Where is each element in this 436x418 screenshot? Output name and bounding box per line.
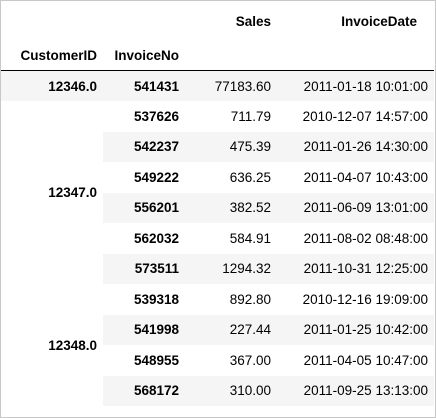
column-header-sales: Sales [235, 13, 271, 29]
column-header-row: Sales InvoiceDate [1, 1, 434, 41]
invoice-date-cell: 2011-04-05 10:47:00 [303, 352, 428, 368]
sales-cell: 310.00 [185, 375, 277, 406]
invoice-date-cell: 2011-08-02 08:48:00 [303, 230, 428, 246]
invoice-date-cell: 2011-01-26 14:30:00 [277, 131, 434, 162]
index-header-row: CustomerID InvoiceNo [1, 41, 434, 71]
invoice-date-cell: 2011-09-25 13:13:00 [277, 375, 434, 406]
blank-header-cell [103, 1, 185, 41]
invoice-date-cell: 2010-12-16 19:09:00 [302, 291, 428, 307]
invoice-no-cell: 539318 [133, 291, 179, 307]
invoice-date-cell: 2011-04-07 10:43:00 [303, 169, 428, 185]
table-row: 562032 584.91 2011-08-02 08:48:00 [1, 223, 434, 254]
customer-id-cell: 12348.0 [1, 284, 103, 406]
index-header-customerid: CustomerID [1, 41, 103, 71]
table-row: 549222 636.25 2011-04-07 10:43:00 [1, 162, 434, 193]
customer-id-cell: 12347.0 [1, 101, 103, 284]
column-header-invoicedate: InvoiceDate [341, 13, 417, 29]
table-row: 12346.0 541431 77183.60 2011-01-18 10:01… [1, 70, 434, 101]
invoice-date-cell: 2010-12-07 14:57:00 [302, 108, 428, 124]
invoice-date-cell: 2011-10-31 12:25:00 [277, 253, 434, 284]
table-row: 573511 1294.32 2011-10-31 12:25:00 [1, 253, 434, 284]
sales-cell: 475.39 [185, 131, 277, 162]
invoice-no-cell: 537626 [133, 108, 179, 124]
invoice-no-cell: 562032 [133, 230, 179, 246]
invoice-date-cell: 2011-01-18 10:01:00 [277, 70, 434, 101]
table-row: 542237 475.39 2011-01-26 14:30:00 [1, 131, 434, 162]
invoice-date-cell: 2011-01-25 10:42:00 [277, 314, 434, 345]
blank-header-cell [277, 41, 434, 71]
invoice-date-cell: 2011-06-09 13:01:00 [277, 192, 434, 223]
invoice-no-cell: 542237 [103, 131, 185, 162]
invoice-no-cell: 573511 [103, 253, 185, 284]
invoice-no-cell: 549222 [133, 169, 179, 185]
invoice-no-cell: 556201 [103, 192, 185, 223]
sales-cell: 77183.60 [185, 70, 277, 101]
sales-cell: 1294.32 [185, 253, 277, 284]
invoice-no-cell: 548955 [133, 352, 179, 368]
sales-cell: 892.80 [229, 291, 271, 307]
table-row: 12348.0 539318 892.80 2010-12-16 19:09:0… [1, 284, 434, 406]
sales-cell: 636.25 [229, 169, 271, 185]
invoice-no-cell: 541431 [103, 70, 185, 101]
invoice-no-cell: 568172 [103, 375, 185, 406]
table-row: 568172 310.00 2011-09-25 13:13:00 [1, 375, 434, 406]
sales-cell: 227.44 [185, 314, 277, 345]
blank-header-cell [185, 41, 277, 71]
table-row: 556201 382.52 2011-06-09 13:01:00 [1, 192, 434, 223]
sales-cell: 382.52 [185, 192, 277, 223]
table-row: 12347.0 537626 711.79 2010-12-07 14:57:0… [1, 101, 434, 284]
blank-header-cell [1, 1, 103, 41]
table-row: 548955 367.00 2011-04-05 10:47:00 [1, 345, 434, 376]
sales-cell: 711.79 [230, 108, 271, 124]
sales-cell: 584.91 [229, 230, 271, 246]
invoice-no-cell: 541998 [103, 314, 185, 345]
dataframe-table: Sales InvoiceDate CustomerID InvoiceNo 1… [1, 1, 434, 406]
index-header-invoiceno: InvoiceNo [103, 41, 185, 71]
customer-id-cell: 12346.0 [1, 70, 103, 101]
sales-cell: 367.00 [229, 352, 271, 368]
table-row: 541998 227.44 2011-01-25 10:42:00 [1, 314, 434, 345]
